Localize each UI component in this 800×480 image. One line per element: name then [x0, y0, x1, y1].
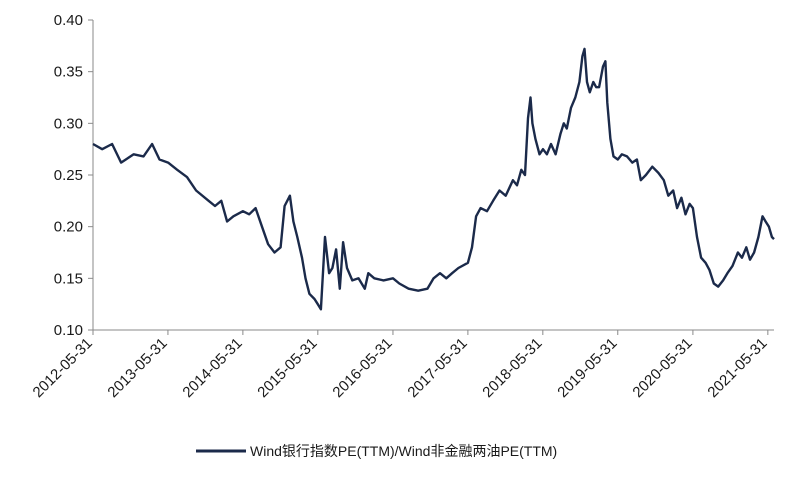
x-tick-label: 2014-05-31: [179, 335, 245, 401]
x-tick-label: 2021-05-31: [704, 335, 770, 401]
x-tick-label: 2020-05-31: [629, 335, 695, 401]
x-tick-label: 2016-05-31: [330, 335, 396, 401]
y-axis: 0.10 0.15 0.20 0.25 0.30 0.35 0.40: [54, 12, 94, 339]
plot-area: [92, 47, 775, 311]
y-tick-label: 0.25: [54, 167, 83, 184]
y-tick-label: 0.20: [54, 219, 83, 236]
x-tick-label: 2012-05-31: [30, 335, 96, 401]
y-tick-label: 0.40: [54, 12, 83, 29]
y-tick-label: 0.10: [54, 322, 83, 339]
y-tick-label: 0.35: [54, 64, 83, 81]
x-tick-label: 2019-05-31: [554, 335, 620, 401]
legend: Wind银行指数PE(TTM)/Wind非金融两油PE(TTM): [196, 443, 557, 459]
x-tick-label: 2015-05-31: [254, 335, 320, 401]
y-tick-label: 0.30: [54, 115, 83, 132]
x-axis: 2012-05-31 2013-05-31 2014-05-31 2015-05-31…: [30, 329, 774, 401]
legend-label: Wind银行指数PE(TTM)/Wind非金融两油PE(TTM): [250, 443, 557, 459]
x-tick-label: 2013-05-31: [104, 335, 170, 401]
x-tick-label: 2017-05-31: [404, 335, 470, 401]
y-tick-label: 0.15: [54, 270, 83, 287]
series-line: [92, 47, 775, 311]
x-tick-label: 2018-05-31: [479, 335, 545, 401]
